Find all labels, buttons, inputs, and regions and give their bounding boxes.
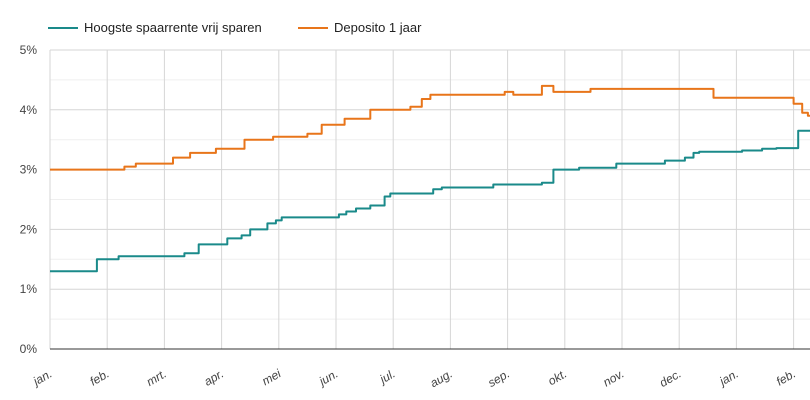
x-tick-label: feb. <box>774 366 798 388</box>
series-line-2 <box>50 84 810 171</box>
y-tick-label: 5% <box>20 43 38 57</box>
grid-lines <box>49 49 810 349</box>
x-tick-label: mrt. <box>144 366 169 388</box>
series-line-1 <box>50 129 810 273</box>
legend[interactable]: Hoogste spaarrente vrij sparen Deposito … <box>48 20 422 35</box>
x-tick-label: jan. <box>29 366 54 389</box>
x-tick-label: mei <box>260 366 284 388</box>
y-tick-label: 1% <box>20 282 38 296</box>
legend-item-series-2[interactable]: Deposito 1 jaar <box>298 20 422 35</box>
y-axis-ticks: 0% 1% 2% 3% 4% 5% <box>20 43 38 356</box>
y-tick-label: 0% <box>20 342 38 356</box>
x-tick-label: jul. <box>376 366 398 387</box>
x-tick-label: apr. <box>202 366 227 388</box>
legend-label-series-1: Hoogste spaarrente vrij sparen <box>84 20 262 35</box>
x-tick-label: okt. <box>546 366 570 388</box>
x-tick-label: aug. <box>428 366 455 390</box>
legend-item-series-1[interactable]: Hoogste spaarrente vrij sparen <box>48 20 262 35</box>
x-tick-label: dec. <box>657 366 684 389</box>
y-tick-label: 4% <box>20 103 38 117</box>
y-tick-label: 3% <box>20 163 38 177</box>
legend-label-series-2: Deposito 1 jaar <box>334 20 422 35</box>
series-lines <box>50 84 810 273</box>
x-tick-label: sep. <box>485 366 512 389</box>
x-tick-label: jan. <box>715 366 740 389</box>
x-axis-ticks: jan. feb. mrt. apr. mei jun. jul. aug. sep. okt. n… <box>29 366 798 390</box>
x-tick-label: nov. <box>601 366 627 389</box>
x-tick-label: feb. <box>87 366 111 388</box>
y-tick-label: 2% <box>20 222 38 236</box>
x-tick-label: jun. <box>315 366 340 389</box>
